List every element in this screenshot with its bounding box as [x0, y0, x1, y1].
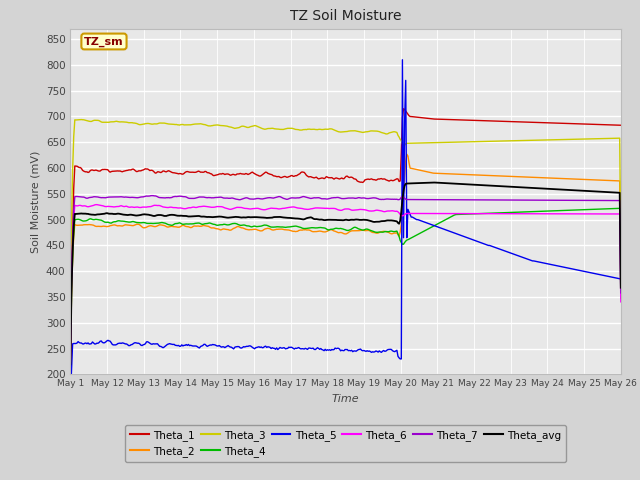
Theta_7 [605, 198, 612, 204]
Theta_avg [605, 189, 612, 195]
Line: Theta_4: Theta_4 [70, 208, 621, 367]
Theta_4 [518, 209, 525, 215]
Theta_2 [617, 277, 625, 283]
Theta_3 [76, 117, 83, 122]
Y-axis label: Soil Moisture (mV): Soil Moisture (mV) [30, 150, 40, 253]
X-axis label: Time: Time [332, 394, 360, 404]
Line: Theta_1: Theta_1 [70, 109, 621, 388]
Line: Theta_5: Theta_5 [70, 60, 621, 397]
Theta_3 [519, 138, 527, 144]
Theta_avg [429, 180, 437, 185]
Theta_5 [364, 348, 372, 354]
Theta_1 [519, 119, 527, 125]
Line: Theta_7: Theta_7 [70, 196, 621, 357]
Theta_4 [617, 295, 625, 301]
Theta_3 [332, 128, 340, 134]
Line: Theta_avg: Theta_avg [70, 182, 621, 364]
Theta_4 [616, 205, 623, 211]
Theta_6 [605, 211, 612, 217]
Theta_7 [67, 354, 74, 360]
Theta_6 [396, 210, 403, 216]
Theta_1 [605, 122, 612, 128]
Theta_6 [519, 211, 527, 216]
Theta_6 [332, 206, 340, 212]
Theta_1 [394, 176, 402, 182]
Theta_5 [519, 254, 527, 260]
Theta_3 [67, 321, 74, 327]
Theta_5 [67, 394, 74, 400]
Text: TZ_sm: TZ_sm [84, 36, 124, 47]
Theta_3 [365, 129, 373, 134]
Theta_3 [396, 134, 403, 140]
Theta_5 [328, 347, 335, 352]
Theta_2 [394, 232, 402, 238]
Theta_7 [148, 193, 156, 199]
Theta_5 [617, 276, 625, 282]
Line: Theta_6: Theta_6 [70, 204, 621, 361]
Theta_7 [617, 290, 625, 296]
Theta_6 [67, 358, 74, 364]
Theta_2 [332, 228, 339, 234]
Theta_avg [328, 217, 335, 223]
Theta_4 [364, 227, 372, 232]
Theta_5 [332, 345, 339, 351]
Theta_2 [403, 151, 411, 157]
Theta_1 [364, 176, 372, 182]
Line: Theta_3: Theta_3 [70, 120, 621, 324]
Theta_7 [329, 195, 337, 201]
Theta_2 [67, 365, 74, 371]
Theta_7 [519, 197, 527, 203]
Theta_3 [605, 135, 612, 141]
Theta_3 [329, 127, 337, 132]
Theta_avg [332, 217, 339, 223]
Theta_2 [605, 178, 612, 183]
Theta_1 [328, 175, 335, 180]
Theta_6 [329, 205, 337, 211]
Theta_6 [365, 208, 373, 214]
Theta_3 [617, 249, 625, 254]
Theta_4 [328, 227, 335, 232]
Theta_7 [332, 195, 340, 201]
Theta_5 [605, 274, 612, 279]
Theta_avg [364, 217, 372, 223]
Theta_4 [394, 231, 402, 237]
Theta_5 [399, 57, 406, 62]
Theta_2 [519, 174, 527, 180]
Theta_4 [67, 364, 74, 370]
Theta_1 [332, 176, 339, 181]
Theta_avg [67, 361, 74, 367]
Theta_avg [617, 285, 625, 290]
Theta_6 [617, 299, 625, 305]
Theta_2 [364, 228, 372, 233]
Theta_1 [399, 106, 407, 112]
Theta_1 [617, 122, 625, 128]
Theta_1 [67, 385, 74, 391]
Theta_6 [93, 202, 100, 207]
Theta_4 [604, 206, 611, 212]
Legend: Theta_1, Theta_2, Theta_3, Theta_4, Theta_5, Theta_6, Theta_7, Theta_avg: Theta_1, Theta_2, Theta_3, Theta_4, Thet… [125, 424, 566, 462]
Theta_2 [328, 227, 335, 233]
Theta_7 [365, 195, 373, 201]
Theta_5 [394, 353, 402, 359]
Theta_7 [396, 197, 403, 203]
Line: Theta_2: Theta_2 [70, 154, 621, 368]
Theta_avg [519, 184, 527, 190]
Title: TZ Soil Moisture: TZ Soil Moisture [290, 10, 401, 24]
Theta_4 [332, 226, 339, 231]
Theta_avg [394, 220, 402, 226]
